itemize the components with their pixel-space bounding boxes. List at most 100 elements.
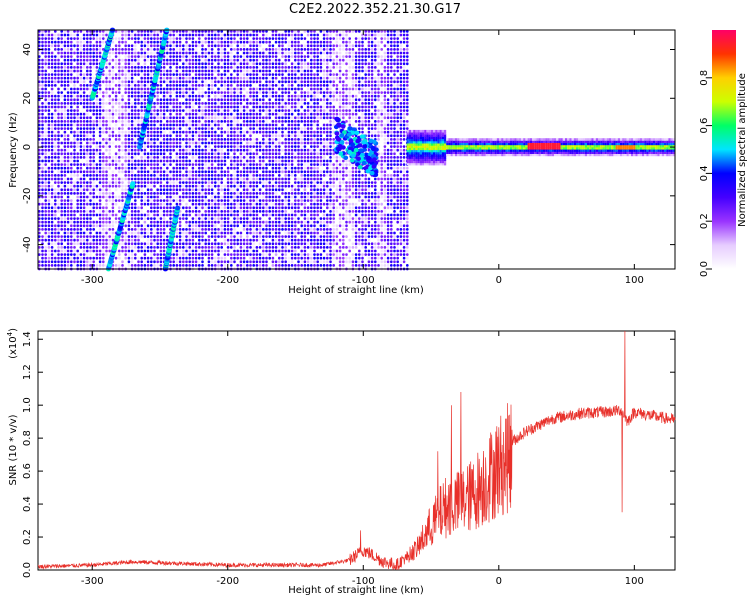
spectrogram-cell	[137, 238, 140, 242]
spectrogram-cell	[194, 116, 198, 120]
spectrogram-cell	[73, 242, 76, 246]
spectrogram-cell	[82, 195, 86, 199]
spectrogram-cell	[255, 249, 259, 253]
spectrogram-cell	[111, 199, 115, 202]
spectrogram-cell	[54, 148, 57, 152]
spectrogram-cell	[188, 256, 191, 260]
spectrogram-cell	[290, 159, 294, 163]
spectrogram-cell	[166, 134, 169, 138]
spectrogram-cell	[194, 109, 198, 112]
spectrogram-cell	[204, 170, 207, 174]
spectrogram-cell	[252, 246, 255, 249]
spectrogram-cell	[268, 195, 271, 199]
spectrogram-cell	[281, 44, 284, 48]
spectrogram-cell	[169, 206, 172, 210]
spectrogram-cell	[290, 69, 294, 73]
spectrogram-cell	[287, 138, 291, 141]
spectrogram-cell	[287, 33, 291, 37]
spectrogram-cell	[108, 199, 111, 202]
spectrogram-cell	[105, 170, 108, 174]
spectrogram-cell	[274, 152, 278, 156]
spectrogram-cell	[82, 87, 86, 91]
spectrogram-cell	[76, 228, 79, 231]
spectrogram-cell	[268, 84, 271, 87]
spectrogram-cell	[44, 163, 47, 166]
spectrogram-cell	[204, 224, 207, 228]
spectrogram-cell	[258, 130, 262, 134]
spectrogram-cell	[207, 188, 211, 192]
spectrogram-cell	[162, 87, 166, 91]
spectrogram-cell	[60, 116, 63, 120]
spectrogram-cell	[70, 174, 73, 177]
spectrogram-cell	[281, 102, 284, 105]
spectrogram-cell	[146, 130, 150, 134]
spectrogram-cell	[38, 94, 41, 98]
spectrogram-cell	[274, 130, 278, 134]
spectrogram-cell	[246, 141, 249, 145]
spectrogram-cell	[178, 228, 182, 231]
spectrogram-cell	[198, 80, 201, 84]
spectrogram-cell	[236, 210, 239, 213]
spectrogram-cell	[47, 33, 51, 37]
spectrogram-cell	[127, 98, 131, 102]
spectrogram-cell	[73, 98, 76, 102]
spectrogram-cell	[230, 192, 233, 195]
spectrogram-cell	[239, 174, 243, 177]
spectrogram-cell	[204, 188, 207, 192]
spectrogram-cell	[98, 109, 102, 112]
spectrogram-cell	[118, 163, 121, 166]
spectrogram-cell	[121, 145, 124, 148]
spectrogram-cell	[214, 102, 217, 105]
spectrogram-cell	[239, 48, 243, 51]
spectrogram-cell	[268, 170, 271, 174]
spectrogram-cell	[178, 220, 182, 224]
spectrogram-cell	[70, 192, 73, 195]
spectrogram-cell	[130, 69, 134, 73]
spectrogram-cell	[185, 166, 188, 170]
spectrogram-cell	[172, 62, 175, 66]
spectrogram-cell	[79, 58, 83, 62]
spectrogram-cell	[198, 156, 201, 159]
spectrogram-cell	[252, 127, 255, 130]
spectrogram-cell	[63, 192, 67, 195]
spectrogram-cell	[121, 102, 124, 105]
spectrogram-cell	[73, 170, 76, 174]
spectrogram-cell	[121, 264, 124, 267]
spectrogram-cell	[146, 87, 150, 91]
spectrogram-cell	[63, 37, 67, 40]
spectrogram-cell	[124, 51, 127, 55]
spectrogram-cell	[239, 177, 243, 181]
spectrogram-cell	[284, 199, 287, 202]
spectrogram-cell	[287, 181, 291, 184]
spectrogram-cell	[63, 253, 67, 256]
spectrogram-cell	[198, 138, 201, 141]
spectrogram-cell	[278, 217, 281, 220]
spectrogram-cell	[63, 30, 67, 33]
spectrogram-cell	[76, 141, 79, 145]
spectrogram-cell	[294, 235, 297, 238]
spectrogram-cell	[111, 181, 115, 184]
spectrogram-cell	[230, 256, 233, 260]
spectrogram-cell	[185, 163, 188, 166]
spectrogram-cell	[233, 242, 236, 246]
spectrogram-cell	[268, 66, 271, 69]
spectrogram-cell	[47, 166, 51, 170]
spectrogram-cell	[287, 55, 291, 58]
spectrogram-cell	[102, 37, 105, 40]
spectrogram-cell	[41, 84, 44, 87]
spectrogram-cell	[130, 213, 134, 217]
spectrogram-cell	[54, 166, 57, 170]
spectrogram-cell	[226, 253, 230, 256]
spectrogram-cell	[98, 102, 102, 105]
spectrogram-cell	[271, 127, 275, 130]
spectrogram-cell	[201, 109, 204, 112]
spectrogram-cell	[284, 116, 287, 120]
spectrogram-cell	[220, 148, 223, 152]
spectrogram-cell	[274, 148, 278, 152]
spectrogram-cell	[252, 224, 255, 228]
spectrogram-cell	[102, 130, 105, 134]
spectrogram-cell	[50, 170, 54, 174]
spectrogram-cell	[57, 163, 60, 166]
spectrogram-cell	[239, 210, 243, 213]
